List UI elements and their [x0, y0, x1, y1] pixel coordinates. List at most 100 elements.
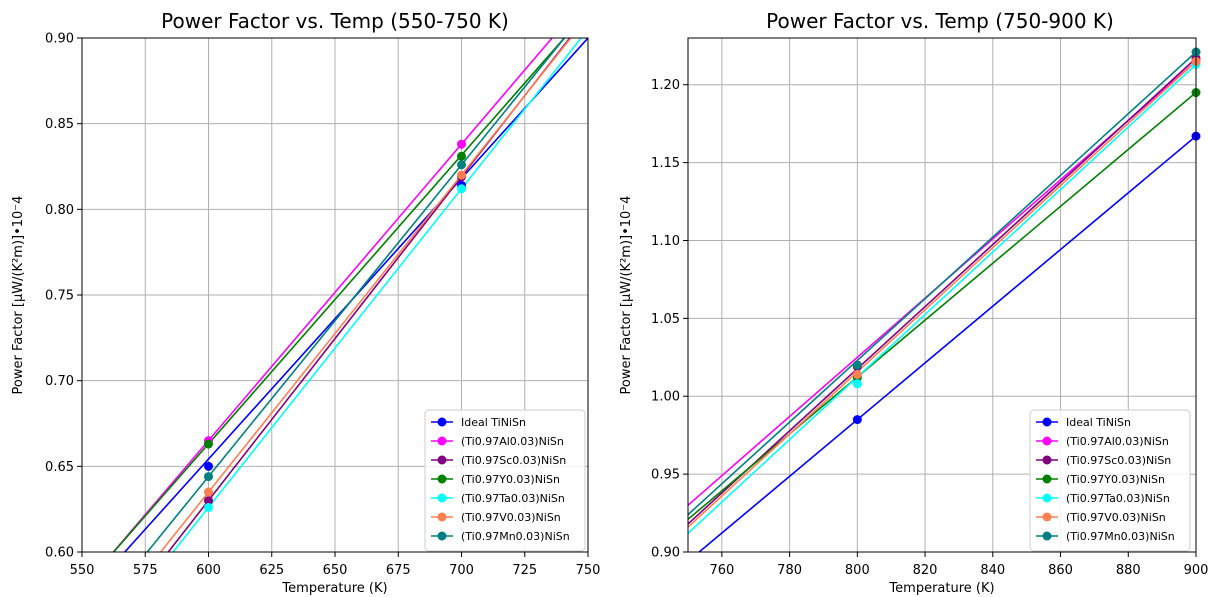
legend-marker: [437, 474, 447, 484]
x-tick-label: 575: [133, 563, 158, 578]
y-axis-label: Power Factor [μW/(K²m)]•10⁻4: [11, 196, 26, 395]
legend-label: (Ti0.97V0.03)NiSn: [1066, 511, 1166, 524]
legend-label: (Ti0.97Al0.03)NiSn: [461, 435, 564, 448]
x-tick-label: 840: [980, 563, 1005, 578]
y-tick-label: 0.75: [45, 289, 74, 304]
chart-1: 550 575 600 625 650 675 700 725 750 0.60 0.65 0.70 0…: [11, 9, 600, 596]
chart-title: Power Factor vs. Temp (750-900 K): [766, 9, 1114, 33]
legend-marker: [1042, 455, 1052, 465]
data-point: [457, 151, 466, 161]
data-point: [852, 369, 862, 379]
legend-marker: [437, 436, 447, 446]
y-tick-label: 0.80: [45, 203, 74, 218]
legend-marker: [437, 531, 447, 541]
legend-marker: [1042, 512, 1052, 522]
y-tick-label: 1.15: [651, 156, 680, 171]
x-tick-label: 700: [449, 563, 474, 578]
legend-box: [1029, 409, 1191, 552]
x-tick-label: 900: [1184, 563, 1208, 578]
series-line: [160, 38, 572, 552]
y-tick-label: 0.85: [45, 117, 74, 132]
series-line: [172, 38, 582, 552]
legend-marker: [1042, 436, 1052, 446]
x-tick-label: 760: [709, 563, 734, 578]
x-tick-label: 600: [196, 563, 221, 578]
series-line: [112, 38, 553, 552]
data-point: [852, 415, 862, 425]
series-line: [688, 57, 1196, 525]
y-tick-label: 0.65: [45, 460, 74, 475]
plot-frame: [81, 37, 589, 553]
plot-frame: [687, 37, 1197, 553]
data-point: [204, 487, 213, 497]
y-tick-label: 1.05: [651, 312, 680, 327]
y-tick-label: 0.60: [45, 546, 74, 561]
legend-marker: [437, 493, 447, 503]
x-tick-label: 650: [323, 563, 348, 578]
data-point: [204, 496, 213, 506]
legend-marker: [1042, 417, 1052, 427]
legend-label: (Ti0.97Ta0.03)NiSn: [461, 492, 565, 505]
legend-marker: [1042, 493, 1052, 503]
data-point: [204, 461, 213, 471]
series-line: [688, 91, 1196, 520]
legend-label: (Ti0.97Y0.03)NiSn: [461, 473, 560, 486]
x-axis-label: Temperature (K): [888, 581, 994, 596]
chart-2: 760 780 800 820 840 860 880 900 0.90 0.95 1.00 1.05…: [619, 9, 1208, 596]
legend: Ideal TiNiSn (Ti0.97Al0.03)NiSn (Ti0.97Sc0…: [424, 409, 586, 552]
y-tick-label: 1.20: [651, 78, 680, 93]
legend-label: Ideal TiNiSn: [461, 416, 526, 429]
x-axis-label: Temperature (K): [281, 581, 387, 596]
legend-label: (Ti0.97Al0.03)NiSn: [1066, 435, 1169, 448]
series-line: [688, 63, 1196, 534]
y-tick-label: 0.90: [45, 32, 74, 47]
y-axis-label: Power Factor [μW/(K²m)]•10⁻4: [619, 196, 634, 395]
data-point: [204, 472, 213, 482]
x-tick-label: 860: [1048, 563, 1073, 578]
legend-label: (Ti0.97Mn0.03)NiSn: [461, 530, 570, 543]
legend-label: (Ti0.97V0.03)NiSn: [461, 511, 561, 524]
data-point: [204, 502, 213, 512]
x-tick-label: 750: [576, 563, 601, 578]
x-tick-label: 625: [259, 563, 284, 578]
legend-label: Ideal TiNiSn: [1066, 416, 1131, 429]
legend-label: (Ti0.97Mn0.03)NiSn: [1066, 530, 1175, 543]
data-point: [457, 139, 466, 149]
y-tick-label: 0.95: [651, 468, 680, 483]
data-point: [457, 184, 466, 194]
chart-title: Power Factor vs. Temp (550-750 K): [161, 9, 509, 33]
data-point: [204, 439, 213, 449]
legend: Ideal TiNiSn (Ti0.97Al0.03)NiSn (Ti0.97Sc0…: [1029, 409, 1191, 552]
series-line: [146, 38, 566, 552]
y-tick-label: 1.10: [651, 234, 680, 249]
legend-marker: [437, 417, 447, 427]
legend-marker: [437, 455, 447, 465]
x-tick-label: 550: [70, 563, 95, 578]
legend-label: (Ti0.97Sc0.03)NiSn: [461, 454, 566, 467]
legend-marker: [1042, 531, 1052, 541]
x-tick-label: 780: [777, 563, 802, 578]
series-line: [113, 38, 565, 552]
legend-label: (Ti0.97Sc0.03)NiSn: [1066, 454, 1171, 467]
x-tick-label: 880: [1116, 563, 1141, 578]
series-line: [697, 135, 1196, 552]
series-line: [688, 51, 1196, 516]
data-point: [852, 379, 862, 389]
legend-marker: [1042, 474, 1052, 484]
y-tick-label: 0.70: [45, 374, 74, 389]
x-tick-label: 675: [386, 563, 411, 578]
data-point: [852, 360, 862, 370]
legend-label: (Ti0.97Ta0.03)NiSn: [1066, 492, 1170, 505]
y-tick-label: 0.90: [651, 546, 680, 561]
data-point: [457, 170, 466, 180]
x-tick-label: 820: [913, 563, 938, 578]
legend-box: [424, 409, 586, 552]
plot-area: [112, 38, 588, 552]
x-tick-label: 725: [512, 563, 537, 578]
y-tick-label: 1.00: [651, 390, 680, 405]
data-point: [457, 160, 466, 170]
legend-marker: [437, 512, 447, 522]
legend-label: (Ti0.97Y0.03)NiSn: [1066, 473, 1165, 486]
x-tick-label: 800: [845, 563, 870, 578]
